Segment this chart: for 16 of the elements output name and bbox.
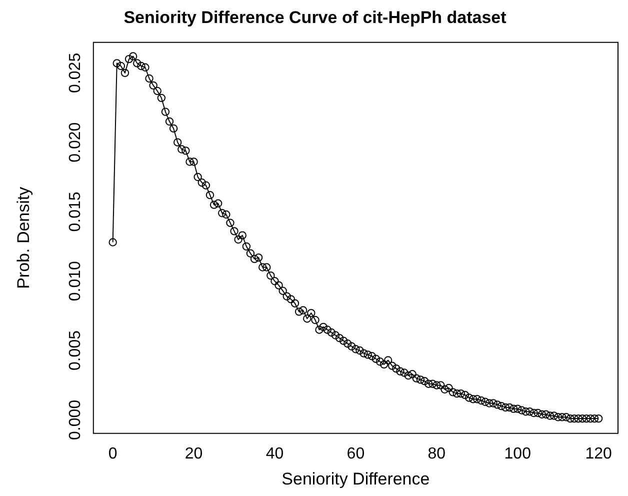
x-tick-label: 40 xyxy=(266,445,284,462)
y-tick-label: 0.010 xyxy=(66,261,84,302)
y-tick-label: 0.000 xyxy=(66,400,84,440)
x-tick-label: 80 xyxy=(428,445,446,462)
y-tick-label: 0.015 xyxy=(66,192,84,232)
y-tick-label: 0.025 xyxy=(66,52,84,93)
y-axis-title: Prob. Density xyxy=(14,186,33,289)
x-tick-label: 120 xyxy=(585,445,612,462)
x-tick-label: 20 xyxy=(184,445,203,462)
y-tick-label: 0.020 xyxy=(66,122,84,162)
x-tick-label: 0 xyxy=(108,445,118,462)
x-axis-title: Seniority Difference xyxy=(282,469,430,488)
y-tick-label: 0.005 xyxy=(66,330,84,371)
x-tick-label: 100 xyxy=(504,445,532,462)
x-tick-label: 60 xyxy=(346,445,365,462)
chart-title: Seniority Difference Curve of cit-HepPh dataset xyxy=(124,8,507,27)
